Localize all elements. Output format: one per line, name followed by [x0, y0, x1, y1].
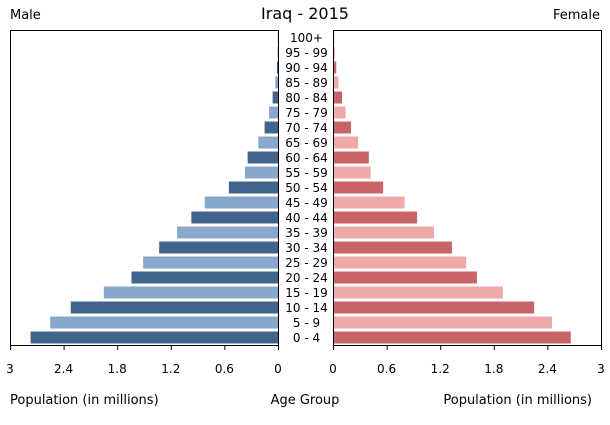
age-group-label: 35 - 39 — [285, 226, 328, 240]
male-bar — [228, 181, 278, 194]
age-group-label: 75 - 79 — [285, 106, 328, 120]
female-bar — [334, 61, 337, 74]
age-group-label: 60 - 64 — [285, 151, 328, 165]
female-bar — [334, 271, 477, 284]
female-bar — [334, 76, 339, 89]
age-group-label: 0 - 4 — [293, 331, 320, 345]
female-x-tick-label: 3 — [597, 362, 605, 376]
female-plot-frame — [333, 30, 602, 346]
female-side-label: Female — [552, 8, 600, 23]
female-bar — [334, 166, 371, 179]
male-bar — [143, 256, 278, 269]
age-group-label: 5 - 9 — [293, 316, 320, 330]
male-bar — [276, 61, 278, 74]
male-bar — [269, 106, 278, 119]
age-group-label: 55 - 59 — [285, 166, 328, 180]
age-group-label: 50 - 54 — [285, 181, 328, 195]
male-bar — [244, 166, 278, 179]
age-group-label: 40 - 44 — [285, 211, 328, 225]
female-bar — [334, 121, 351, 134]
female-bar — [334, 211, 418, 224]
female-x-tick-label: 0.6 — [377, 362, 396, 376]
age-group-label: 20 - 24 — [285, 271, 328, 285]
age-group-label: 65 - 69 — [285, 136, 328, 150]
male-x-tick-label: 0 — [274, 362, 282, 376]
male-bar — [258, 136, 278, 149]
male-bar — [275, 76, 278, 89]
age-group-label: 70 - 74 — [285, 121, 328, 135]
female-x-tick-label: 1.8 — [484, 362, 503, 376]
male-bar — [131, 271, 278, 284]
male-bar — [191, 211, 278, 224]
age-group-label: 100+ — [290, 31, 323, 45]
age-group-label: 90 - 94 — [285, 61, 328, 75]
male-x-tick-label: 0.6 — [215, 362, 234, 376]
male-bar — [177, 226, 278, 239]
female-bar — [334, 331, 571, 344]
age-group-label: 25 - 29 — [285, 256, 328, 270]
female-bar — [334, 46, 335, 59]
male-bar — [50, 316, 279, 329]
female-bar — [334, 286, 503, 299]
female-bar — [334, 151, 369, 164]
age-group-label: 85 - 89 — [285, 76, 328, 90]
male-bar — [70, 301, 278, 314]
female-bar — [334, 136, 359, 149]
female-bar — [334, 181, 384, 194]
male-bar — [264, 121, 278, 134]
female-x-axis-label: Population (in millions) — [443, 393, 592, 408]
male-x-axis-label: Population (in millions) — [10, 393, 159, 408]
age-group-label: 30 - 34 — [285, 241, 328, 255]
age-group-label: 15 - 19 — [285, 286, 328, 300]
female-bar — [334, 226, 435, 239]
male-bar — [159, 241, 278, 254]
female-bar — [334, 106, 346, 119]
male-bar — [204, 196, 278, 209]
chart-title: Iraq - 2015 — [261, 4, 349, 23]
age-group-label: 10 - 14 — [285, 301, 328, 315]
female-bar — [334, 241, 452, 254]
female-x-tick-label: 2.4 — [538, 362, 557, 376]
female-bar — [334, 301, 535, 314]
female-bar — [334, 196, 405, 209]
female-bar — [334, 316, 552, 329]
age-group-label: 95 - 99 — [285, 46, 328, 60]
female-x-tick-label: 0 — [329, 362, 337, 376]
female-bar — [334, 91, 343, 104]
male-bar — [103, 286, 278, 299]
male-side-label: Male — [10, 8, 41, 23]
male-bar — [272, 91, 278, 104]
male-bar — [247, 151, 278, 164]
age-group-axis-label: Age Group — [270, 393, 340, 408]
male-x-tick-label: 1.8 — [108, 362, 127, 376]
male-x-tick-label: 2.4 — [54, 362, 73, 376]
female-bar — [334, 256, 467, 269]
male-x-tick-label: 1.2 — [161, 362, 180, 376]
male-plot-frame — [10, 30, 279, 346]
female-x-tick-label: 1.2 — [431, 362, 450, 376]
age-group-label: 80 - 84 — [285, 91, 328, 105]
male-x-tick-label: 3 — [6, 362, 14, 376]
male-bar — [30, 331, 279, 344]
age-group-label: 45 - 49 — [285, 196, 328, 210]
